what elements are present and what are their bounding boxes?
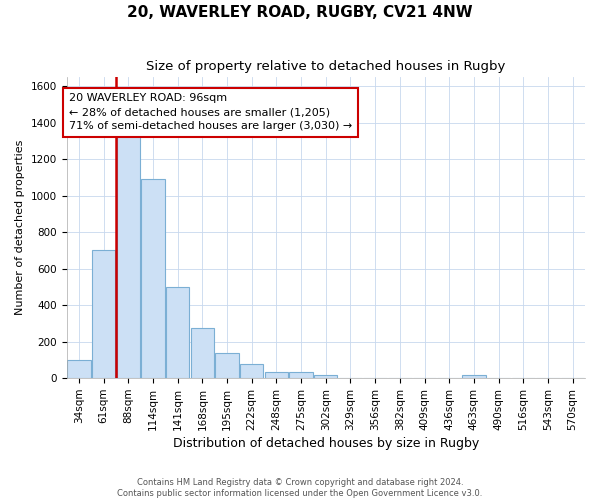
Bar bbox=[265, 372, 288, 378]
Bar bbox=[240, 364, 263, 378]
Y-axis label: Number of detached properties: Number of detached properties bbox=[15, 140, 25, 316]
Bar bbox=[215, 352, 239, 378]
Bar bbox=[289, 372, 313, 378]
Bar bbox=[67, 360, 91, 378]
Title: Size of property relative to detached houses in Rugby: Size of property relative to detached ho… bbox=[146, 60, 505, 73]
Bar bbox=[141, 179, 164, 378]
X-axis label: Distribution of detached houses by size in Rugby: Distribution of detached houses by size … bbox=[173, 437, 479, 450]
Bar bbox=[166, 287, 190, 378]
Bar bbox=[116, 134, 140, 378]
Text: Contains HM Land Registry data © Crown copyright and database right 2024.
Contai: Contains HM Land Registry data © Crown c… bbox=[118, 478, 482, 498]
Bar bbox=[462, 374, 485, 378]
Bar bbox=[92, 250, 115, 378]
Bar bbox=[314, 374, 337, 378]
Bar bbox=[191, 328, 214, 378]
Text: 20 WAVERLEY ROAD: 96sqm
← 28% of detached houses are smaller (1,205)
71% of semi: 20 WAVERLEY ROAD: 96sqm ← 28% of detache… bbox=[69, 94, 352, 132]
Text: 20, WAVERLEY ROAD, RUGBY, CV21 4NW: 20, WAVERLEY ROAD, RUGBY, CV21 4NW bbox=[127, 5, 473, 20]
